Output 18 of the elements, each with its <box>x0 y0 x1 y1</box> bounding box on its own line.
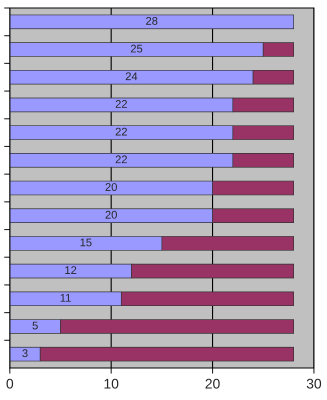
x-tick-label: 20 <box>206 378 220 389</box>
x-tick-label: 10 <box>104 378 118 389</box>
data-label: 25 <box>130 44 142 53</box>
bar <box>10 14 294 30</box>
data-label: 28 <box>146 16 158 25</box>
x-tick-label: 0 <box>6 378 14 389</box>
data-label: 20 <box>106 183 117 191</box>
data-label: 15 <box>80 238 92 246</box>
data-label: 24 <box>126 72 138 80</box>
data-label: 12 <box>65 266 76 274</box>
data-label: 22 <box>116 128 127 136</box>
data-label: 20 <box>106 210 117 219</box>
data-label: 5 <box>32 322 38 330</box>
data-label: 3 <box>22 349 28 358</box>
data-label: 22 <box>116 155 127 164</box>
x-tick-label: 30 <box>306 378 322 389</box>
data-label: 11 <box>60 294 71 302</box>
data-label: 22 <box>116 100 127 108</box>
